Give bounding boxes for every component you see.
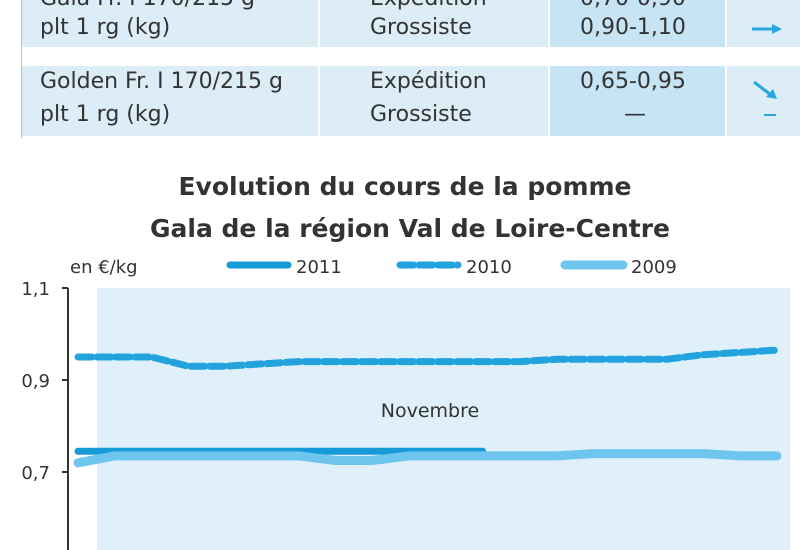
- product: Gala Fr. I 170/215 g: [40, 0, 255, 10]
- series-line: [73, 449, 782, 468]
- table-border: [21, 0, 22, 138]
- product: plt 1 rg (kg): [40, 15, 171, 40]
- legend-label: 2010: [466, 257, 512, 278]
- market: Expédition: [370, 0, 487, 10]
- chart-title: Gala de la région Val de Loire-Centre: [150, 214, 670, 243]
- price: 0,90-1,10: [580, 15, 686, 40]
- trend-icons: [752, 24, 782, 116]
- y-tick-label: 0,9: [21, 371, 50, 392]
- market: Grossiste: [370, 15, 472, 40]
- cell: [550, 0, 725, 47]
- legend-label: 2011: [296, 257, 342, 278]
- y-axis-label: en €/kg: [70, 257, 138, 278]
- chart-title: Evolution du cours de la pomme: [178, 172, 631, 201]
- product: Golden Fr. I 170/215 g: [40, 69, 283, 94]
- series-line: [74, 346, 781, 370]
- arrow-head: [766, 89, 777, 99]
- market: Grossiste: [370, 102, 472, 127]
- y-tick-label: 1,1: [21, 279, 50, 300]
- price: 0,70-0,90: [580, 0, 686, 10]
- cell: [22, 66, 318, 136]
- plot-background: [97, 288, 790, 550]
- annotation: Novembre: [381, 400, 479, 422]
- product: plt 1 rg (kg): [40, 102, 171, 127]
- arrow-head: [772, 24, 782, 34]
- cell: [550, 66, 725, 136]
- market: Expédition: [370, 69, 487, 94]
- legend-label: 2009: [631, 257, 677, 278]
- price: —: [624, 102, 646, 127]
- cell: [320, 0, 548, 47]
- arrow-down: [753, 80, 772, 97]
- y-tick-label: 0,7: [21, 463, 50, 484]
- cell: [727, 0, 800, 47]
- cell: [320, 66, 548, 136]
- cell: [22, 0, 318, 47]
- price: 0,65-0,95: [580, 69, 686, 94]
- cell: [727, 66, 800, 136]
